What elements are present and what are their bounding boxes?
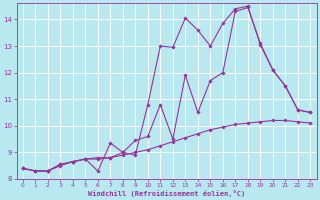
X-axis label: Windchill (Refroidissement éolien,°C): Windchill (Refroidissement éolien,°C) <box>88 190 245 197</box>
